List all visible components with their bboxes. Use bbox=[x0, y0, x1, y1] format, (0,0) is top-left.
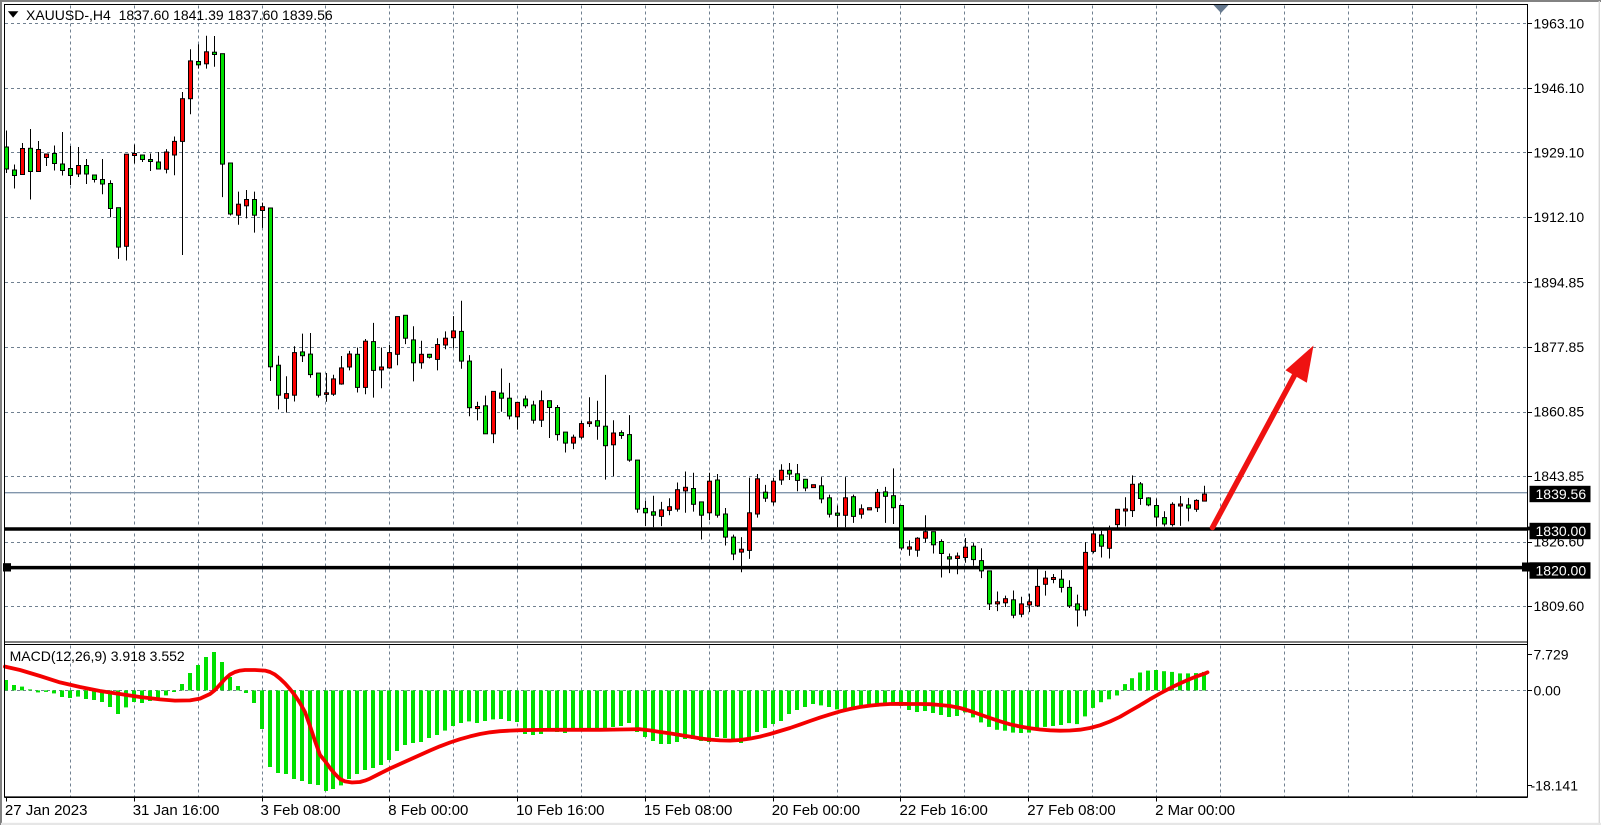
svg-text:1963.10: 1963.10 bbox=[1534, 15, 1585, 31]
svg-text:1820.00: 1820.00 bbox=[1536, 563, 1587, 579]
svg-text:1839.56: 1839.56 bbox=[1536, 486, 1587, 502]
svg-text:MACD(12,26,9) 3.918 3.552: MACD(12,26,9) 3.918 3.552 bbox=[10, 648, 185, 664]
svg-text:20 Feb 00:00: 20 Feb 00:00 bbox=[772, 802, 860, 819]
svg-text:10 Feb 16:00: 10 Feb 16:00 bbox=[516, 802, 604, 819]
svg-text:31 Jan 16:00: 31 Jan 16:00 bbox=[133, 802, 220, 819]
svg-text:XAUUSD-,H4 1837.60 1841.39 18: XAUUSD-,H4 1837.60 1841.39 1837.60 1839.… bbox=[26, 7, 333, 23]
svg-text:8 Feb 00:00: 8 Feb 00:00 bbox=[388, 802, 468, 819]
svg-text:3 Feb 08:00: 3 Feb 08:00 bbox=[261, 802, 341, 819]
svg-text:22 Feb 16:00: 22 Feb 16:00 bbox=[900, 802, 988, 819]
svg-text:1830.00: 1830.00 bbox=[1536, 523, 1587, 539]
svg-text:1946.10: 1946.10 bbox=[1534, 80, 1585, 96]
svg-text:1843.85: 1843.85 bbox=[1534, 468, 1585, 484]
svg-text:1809.60: 1809.60 bbox=[1534, 598, 1585, 614]
svg-text:2 Mar 00:00: 2 Mar 00:00 bbox=[1155, 802, 1235, 819]
svg-text:1929.10: 1929.10 bbox=[1534, 144, 1585, 160]
svg-text:1912.10: 1912.10 bbox=[1534, 209, 1585, 225]
svg-text:1860.85: 1860.85 bbox=[1534, 404, 1585, 420]
svg-text:1894.85: 1894.85 bbox=[1534, 274, 1585, 290]
svg-text:-18.141: -18.141 bbox=[1531, 778, 1579, 794]
svg-text:1877.85: 1877.85 bbox=[1534, 339, 1585, 355]
svg-text:7.729: 7.729 bbox=[1534, 647, 1569, 663]
svg-text:15 Feb 08:00: 15 Feb 08:00 bbox=[644, 802, 732, 819]
svg-text:0.00: 0.00 bbox=[1534, 683, 1561, 699]
svg-text:27 Jan 2023: 27 Jan 2023 bbox=[5, 802, 88, 819]
svg-text:27 Feb 08:00: 27 Feb 08:00 bbox=[1027, 802, 1115, 819]
